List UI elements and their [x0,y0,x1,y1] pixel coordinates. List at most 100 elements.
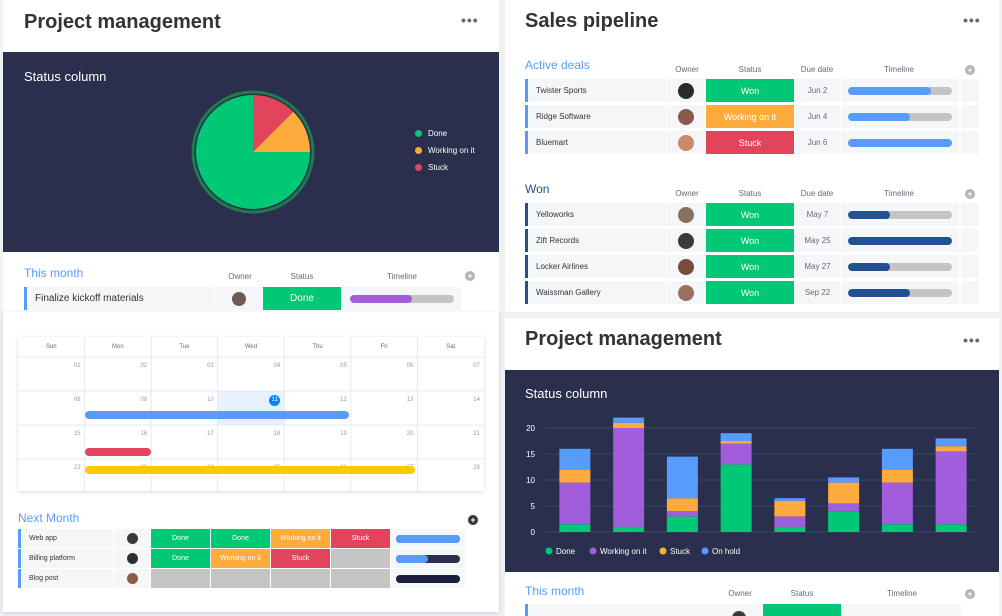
status-badge[interactable]: Won [706,281,794,304]
calendar-date[interactable]: 08 [73,397,81,403]
bar-segment-stuck[interactable] [720,441,752,444]
calendar-date[interactable]: 07 [473,363,480,369]
owner-cell[interactable] [114,549,150,568]
status-badge[interactable]: Done [263,287,341,310]
status-badge[interactable]: Stuck [706,131,794,154]
pie-slice-done[interactable] [196,95,310,209]
bar-segment-stuck[interactable] [935,446,967,452]
calendar-date[interactable]: 14 [473,397,480,403]
column-header-owner[interactable]: Owner [675,189,699,198]
calendar-date[interactable]: 02 [140,363,148,369]
column-header-timeline[interactable]: Timeline [884,65,914,74]
bar-segment-stuck[interactable] [613,422,645,428]
deal-name[interactable]: Yelloworks [525,203,666,226]
calendar-date[interactable]: 10 [207,397,214,403]
group-title-won[interactable]: Won [525,182,550,196]
bar-segment-working-on-it[interactable] [774,516,806,527]
status-badge[interactable] [271,569,330,588]
bar-segment-on-hold[interactable] [828,477,860,483]
bar-segment-done[interactable] [935,524,967,532]
column-header-status[interactable]: Status [290,272,314,281]
bar-segment-on-hold[interactable] [881,448,913,470]
calendar-date[interactable]: 18 [273,431,281,437]
timeline-cell[interactable] [841,281,959,304]
status-badge[interactable]: Working on it [706,105,794,128]
group-title-active-deals[interactable]: Active deals [525,58,590,72]
column-header-owner[interactable]: Owner [228,272,252,281]
timeline-cell[interactable] [841,79,959,102]
calendar-event-red[interactable] [85,448,151,456]
more-options-icon[interactable]: ••• [963,332,981,348]
item-name[interactable]: Billing platform [18,549,113,568]
status-badge[interactable] [763,604,841,616]
pie-slice-working-on-it[interactable] [253,111,310,152]
deal-name[interactable]: Zift Records [525,229,666,252]
calendar-date[interactable]: 16 [140,431,148,437]
deal-name[interactable]: Ridge Software [525,105,666,128]
bar-segment-stuck[interactable] [828,482,860,504]
status-badge[interactable]: Done [211,529,270,548]
owner-cell[interactable] [667,131,705,154]
bar-segment-on-hold[interactable] [720,433,752,441]
item-name[interactable] [525,604,715,616]
status-badge[interactable]: Stuck [271,549,330,568]
owner-cell[interactable] [114,529,150,548]
column-header-timeline[interactable]: Timeline [887,589,917,598]
calendar-date[interactable]: 15 [73,431,81,437]
group-title-next-month[interactable]: Next Month [18,511,80,525]
bar-segment-on-hold[interactable] [559,448,591,470]
add-column-icon[interactable]: + [965,65,975,75]
status-badge[interactable]: Won [706,203,794,226]
bar-segment-done[interactable] [666,516,698,532]
bar-segment-on-hold[interactable] [613,417,645,423]
status-badge[interactable]: Won [706,255,794,278]
status-badge[interactable]: Won [706,79,794,102]
status-badge[interactable]: Working on it [271,529,330,548]
bar-segment-done[interactable] [613,526,645,532]
column-header-status[interactable]: Status [738,189,762,198]
due-date[interactable]: May 25 [795,229,840,252]
owner-cell[interactable] [667,255,705,278]
deal-name[interactable]: Locker Airlines [525,255,666,278]
bar-segment-working-on-it[interactable] [935,451,967,525]
item-name[interactable]: Web app [18,529,113,548]
status-badge[interactable]: Done [151,549,210,568]
bar-segment-on-hold[interactable] [666,456,698,499]
timeline-cell[interactable] [391,529,465,548]
status-badge[interactable] [331,569,390,588]
timeline-cell[interactable] [841,255,959,278]
calendar-date[interactable]: 21 [473,431,480,437]
timeline-cell[interactable] [343,287,461,310]
column-header-due-date[interactable]: Due date [800,65,834,74]
calendar-date[interactable]: 12 [340,397,347,403]
timeline-cell[interactable] [391,549,465,568]
calendar-date[interactable]: 20 [406,431,414,437]
calendar-date[interactable]: 05 [340,363,347,369]
pie-slice-stuck[interactable] [253,95,294,152]
bar-segment-working-on-it[interactable] [613,428,645,527]
deal-name[interactable]: Bluemart [525,131,666,154]
add-column-icon[interactable]: + [965,189,975,199]
deal-name[interactable]: Twister Sports [525,79,666,102]
item-name[interactable]: Finalize kickoff materials [24,287,214,310]
owner-cell[interactable] [215,287,263,310]
calendar-date[interactable]: 13 [406,397,414,403]
status-badge[interactable] [211,569,270,588]
calendar-date[interactable]: 06 [406,363,414,369]
due-date[interactable]: Jun 6 [795,131,840,154]
calendar-date[interactable]: 04 [273,363,281,369]
add-column-icon[interactable]: + [965,589,975,599]
bar-segment-working-on-it[interactable] [720,443,752,465]
more-options-icon[interactable]: ••• [963,12,981,28]
bar-segment-working-on-it[interactable] [666,511,698,517]
calendar-today[interactable]: 11 [269,395,281,406]
more-options-icon[interactable]: ••• [461,12,479,28]
status-badge[interactable]: Stuck [331,529,390,548]
owner-cell[interactable] [715,604,763,616]
bar-segment-on-hold[interactable] [774,498,806,501]
column-header-owner[interactable]: Owner [728,589,752,598]
calendar-date[interactable]: 17 [207,431,214,437]
calendar-date[interactable]: 28 [473,465,480,471]
calendar-date[interactable]: 01 [73,363,81,369]
column-header-owner[interactable]: Owner [675,65,699,74]
